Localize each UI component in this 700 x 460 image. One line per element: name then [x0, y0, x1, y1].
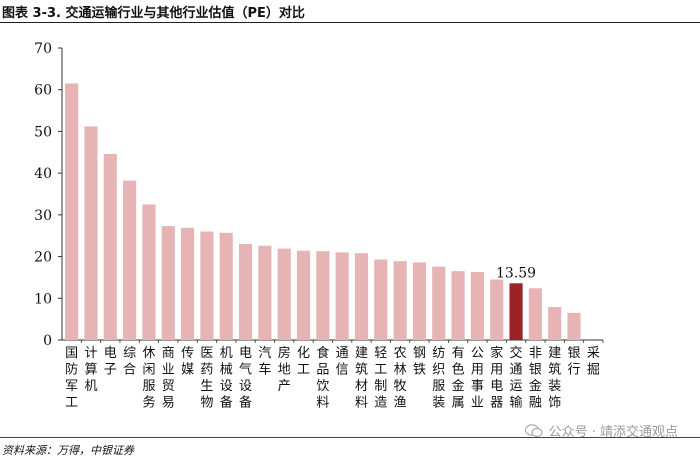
bar-24 [528, 288, 542, 340]
watermark: 公众号 · 靖添交通观点 [524, 421, 678, 440]
x-tick-label: 轻工制造 [374, 346, 387, 411]
bar-10 [258, 245, 272, 340]
x-tick-label: 休闲服务 [142, 346, 155, 411]
x-tick-label: 采掘 [587, 346, 600, 378]
x-tick-label: 家用电器 [490, 345, 503, 411]
y-tick-label: 40 [34, 166, 52, 182]
bar-16 [374, 259, 388, 340]
source-divider [0, 437, 700, 438]
x-tick-label: 国防军工 [65, 346, 78, 411]
watermark-text: 公众号 · 靖添交通观点 [548, 425, 678, 440]
x-tick-label: 综合 [123, 346, 136, 378]
bar-2 [103, 153, 117, 340]
x-tick-label: 商业贸易 [162, 346, 175, 411]
y-tick-label: 30 [34, 208, 52, 224]
bar-23 [509, 283, 523, 340]
bar-19 [432, 266, 446, 340]
x-tick-label: 非银金融 [529, 346, 542, 411]
pe-bar-chart: 0 10 20 30 40 50 60 70 国防军工计算机电子综合休闲服务商业贸易传媒医药生物… [34, 41, 604, 411]
bar-25 [548, 307, 562, 340]
bar-9 [238, 244, 253, 340]
x-tick-label: 有色金属 [452, 346, 465, 411]
x-tick-label: 机械设备 [220, 346, 233, 411]
x-tick-label: 公用事业 [471, 346, 484, 411]
bar-14 [335, 252, 349, 340]
x-tick-label: 电气设备 [239, 346, 252, 411]
title-divider [0, 22, 700, 23]
x-tick-label: 建筑材料 [355, 346, 368, 411]
bar-17 [393, 261, 407, 340]
bar-15 [354, 253, 369, 340]
y-tick-label: 50 [34, 124, 52, 140]
x-tick-label: 电子 [104, 346, 117, 378]
x-tick-label: 房地产 [278, 345, 291, 394]
bar-5 [161, 226, 175, 340]
bar-4 [142, 204, 156, 340]
x-tick-label: 建筑装饰 [548, 346, 561, 411]
bar-26 [567, 312, 581, 340]
bar-22 [490, 279, 504, 340]
bar-3 [123, 180, 137, 340]
x-tick-label: 传媒 [181, 346, 194, 378]
y-tick-label: 70 [34, 41, 52, 57]
x-tick-label: 医药生物 [200, 346, 213, 411]
source-note: 资料来源：万得，中银证券 [2, 444, 134, 457]
bar-7 [200, 231, 214, 340]
x-tick-label: 汽车 [258, 346, 271, 378]
y-tick-label: 0 [43, 333, 52, 349]
figure-title: 图表 3-3. 交通运输行业与其他行业估值（PE）对比 [2, 6, 305, 21]
bar-11 [277, 248, 291, 340]
x-tick-label: 交通运输 [510, 345, 523, 411]
y-tick-label: 10 [34, 291, 52, 307]
bar-20 [451, 271, 465, 340]
x-tick-label: 食品饮料 [316, 345, 329, 411]
bar-12 [296, 250, 311, 340]
x-tick-label: 农林牧渔 [394, 346, 407, 411]
bar-13 [316, 251, 330, 340]
bar-6 [181, 227, 195, 340]
bar-0 [65, 83, 79, 340]
x-tick-label: 计算机 [84, 346, 97, 394]
y-tick-label: 60 [34, 83, 52, 99]
x-tick-label: 银行 [568, 346, 581, 378]
x-tick-label: 纺织服装 [432, 346, 445, 411]
bar-1 [84, 126, 98, 341]
x-tick-label: 化工 [297, 346, 310, 378]
x-tick-label: 钢铁 [413, 346, 426, 378]
bar-21 [470, 272, 484, 340]
bar-18 [412, 262, 427, 340]
y-tick-label: 20 [34, 250, 52, 266]
wechat-icon [524, 423, 543, 437]
x-tick-label: 通信 [336, 346, 349, 378]
highlight-data-label: 13.59 [496, 265, 536, 281]
bar-8 [219, 232, 233, 340]
